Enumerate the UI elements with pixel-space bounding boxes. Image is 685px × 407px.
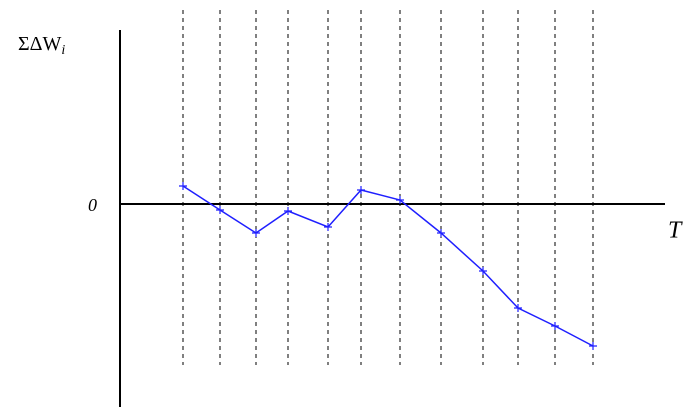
marker	[437, 229, 445, 237]
y-axis-label: ΣΔWi	[18, 33, 65, 59]
marker	[284, 207, 292, 215]
y-tick-label: 0	[88, 195, 97, 215]
marker	[514, 304, 522, 312]
marker	[324, 223, 332, 231]
marker	[179, 182, 187, 190]
x-axis-label: T	[668, 218, 683, 244]
marker	[396, 196, 404, 204]
marker	[357, 186, 365, 194]
marker	[589, 342, 597, 350]
marker	[252, 229, 260, 237]
marker	[551, 322, 559, 330]
marker	[216, 206, 224, 214]
data-line	[182, 185, 594, 347]
marker	[479, 267, 487, 275]
